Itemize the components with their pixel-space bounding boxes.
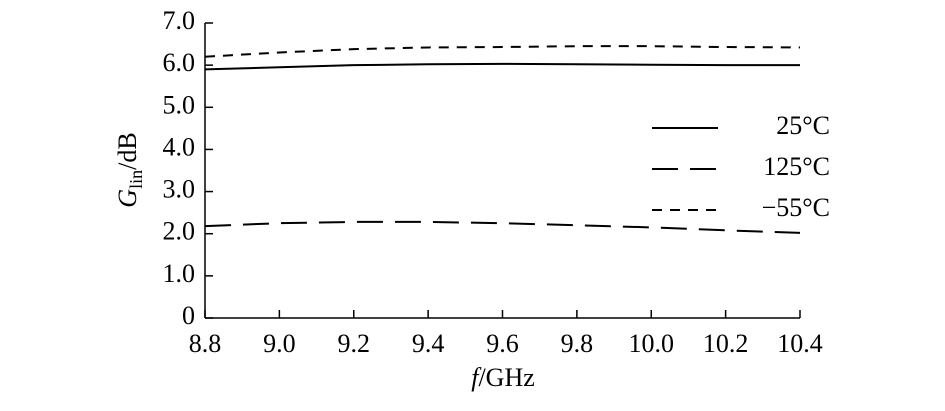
y-tick-label: 6.0	[163, 48, 196, 77]
y-tick-label: 5.0	[163, 90, 196, 119]
x-unit: /GHz	[478, 363, 534, 392]
x-tick-label: 9.0	[263, 329, 296, 358]
x-tick-label: 10.4	[777, 329, 823, 358]
y-tick-label: 0	[182, 301, 195, 330]
x-symbol: f	[471, 363, 482, 392]
legend-label: 25°C	[776, 111, 830, 140]
x-tick-label: 9.4	[412, 329, 445, 358]
x-tick-label: 9.6	[486, 329, 519, 358]
series-line	[204, 220, 801, 234]
x-tick-label: 10.2	[703, 329, 749, 358]
x-tick-label: 8.8	[189, 329, 222, 358]
legend-label: −55°C	[762, 193, 830, 222]
y-subscript: lin	[126, 170, 146, 189]
series-line	[204, 62, 800, 71]
y-symbol: G	[113, 189, 142, 208]
x-tick-label: 9.8	[561, 329, 594, 358]
series-line	[204, 45, 801, 58]
y-tick-label: 4.0	[163, 132, 196, 161]
legend-label: 125°C	[763, 152, 830, 181]
y-axis-label: Glin/dB	[113, 132, 146, 207]
y-tick-label: 1.0	[163, 259, 196, 288]
x-axis-label: f/GHz	[471, 363, 535, 392]
y-tick-label: 2.0	[163, 217, 196, 246]
x-tick-label: 9.2	[338, 329, 371, 358]
x-tick-label: 10.0	[629, 329, 675, 358]
y-tick-label: 7.0	[163, 6, 196, 35]
y-unit: /dB	[113, 132, 142, 170]
y-tick-label: 3.0	[163, 175, 196, 204]
